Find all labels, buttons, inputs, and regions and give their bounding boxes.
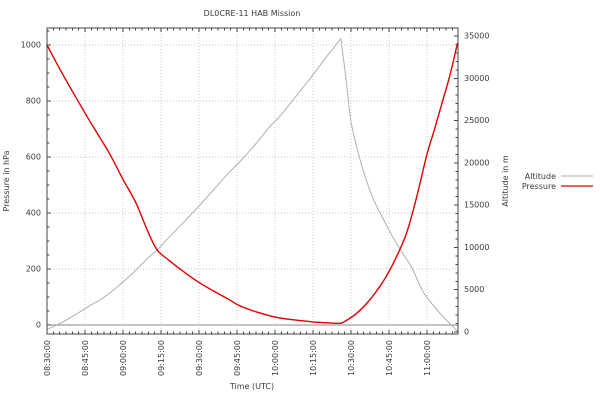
gridlines xyxy=(47,28,458,334)
legend-label-altitude: Altitude xyxy=(525,172,556,181)
y-right-tick-label: 35000 xyxy=(464,32,489,41)
x-tick-label: 10:45:00 xyxy=(385,340,394,376)
axis-ticks xyxy=(46,28,458,334)
x-tick-label: 09:45:00 xyxy=(233,340,242,376)
legend-label-pressure: Pressure xyxy=(522,182,556,191)
data-curves xyxy=(46,38,459,332)
y-left-tick-label: 0 xyxy=(36,321,41,330)
x-tick-label: 09:00:00 xyxy=(119,340,128,376)
x-tick-label: 08:45:00 xyxy=(81,340,90,376)
y-left-tick-label: 800 xyxy=(26,97,41,106)
y-right-tick-label: 20000 xyxy=(464,158,489,167)
x-tick-label: 09:30:00 xyxy=(195,340,204,376)
y-right-tick-label: 25000 xyxy=(464,116,489,125)
y-right-tick-label: 0 xyxy=(464,328,469,337)
y-right-tick-label: 5000 xyxy=(464,285,484,294)
y-left-tick-label: 600 xyxy=(26,153,41,162)
x-axis-label: Time (UTC) xyxy=(229,382,274,391)
chart-title: DL0CRE-11 HAB Mission xyxy=(204,9,301,18)
legend: Altitude Pressure xyxy=(522,172,593,191)
y-right-axis-label: Altitude in m xyxy=(501,155,510,207)
y-left-axis-label: Pressure in hPa xyxy=(2,150,11,211)
x-tick-label: 10:15:00 xyxy=(309,340,318,376)
x-tick-label: 09:15:00 xyxy=(157,340,166,376)
pressure-curve xyxy=(46,42,459,325)
y-right-tick-label: 30000 xyxy=(464,74,489,83)
y-left-tick-label: 200 xyxy=(26,265,41,274)
y-left-tick-label: 400 xyxy=(26,209,41,218)
x-tick-label: 11:00:00 xyxy=(423,340,432,376)
y-right-tick-label: 15000 xyxy=(464,201,489,210)
plot-border xyxy=(46,27,459,335)
y-left-tick-label: 1000 xyxy=(21,41,41,50)
altitude-curve xyxy=(46,38,458,332)
axis-tick-labels: 08:30:00 08:45:00 09:00:00 09:15:00 09:30:00… xyxy=(21,32,490,376)
x-tick-label: 10:00:00 xyxy=(271,340,280,376)
x-tick-label: 10:30:00 xyxy=(347,340,356,376)
y-right-tick-label: 10000 xyxy=(464,243,489,252)
x-tick-label: 08:30:00 xyxy=(43,340,52,376)
